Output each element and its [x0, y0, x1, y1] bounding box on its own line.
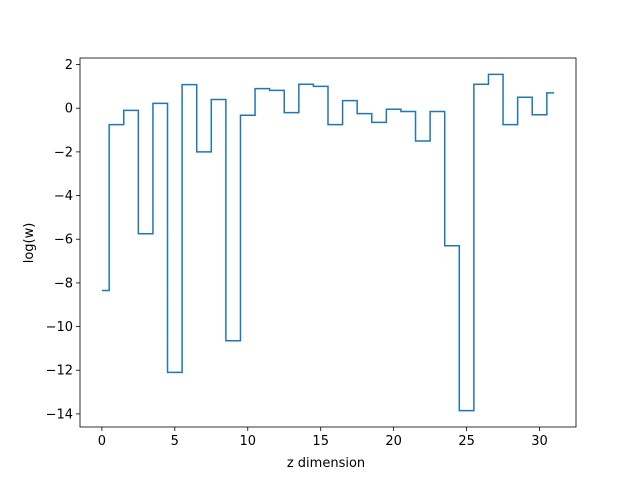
y-tick-label: −10: [46, 320, 73, 335]
x-axis-label: z dimension: [287, 456, 365, 471]
x-tick-label: 5: [171, 434, 179, 449]
y-tick-label: 2: [65, 58, 73, 73]
x-tick-label: 0: [98, 434, 106, 449]
y-tick-label: 0: [65, 102, 73, 117]
x-tick-label: 15: [312, 434, 329, 449]
series-line: [101, 73, 555, 412]
plot-area: [101, 73, 555, 412]
x-tick-label: 10: [239, 434, 256, 449]
y-tick-label: −14: [46, 407, 73, 422]
y-tick-label: −12: [46, 364, 73, 379]
axes-frame: [79, 57, 577, 428]
x-tick-label: 25: [458, 434, 475, 449]
x-tick-label: 20: [385, 434, 402, 449]
y-tick-label: −6: [54, 233, 73, 248]
y-tick-label: −2: [54, 145, 73, 160]
y-axis-label: log(w): [22, 223, 37, 264]
y-tick-label: −4: [54, 189, 73, 204]
x-tick-label: 30: [531, 434, 548, 449]
y-tick-label: −8: [54, 276, 73, 291]
